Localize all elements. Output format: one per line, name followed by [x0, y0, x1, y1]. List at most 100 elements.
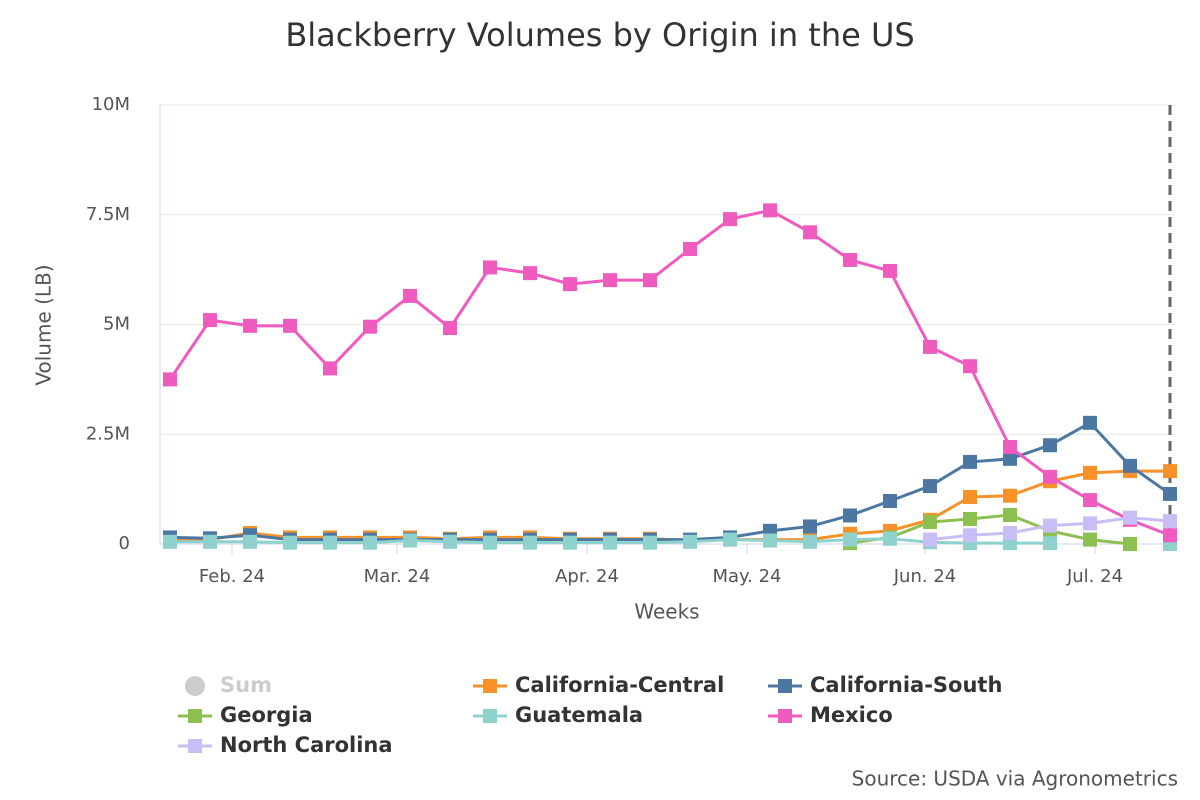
legend-symbol: [185, 676, 205, 696]
x-tick-label: Jun. 24: [893, 566, 956, 587]
point-marker: [963, 454, 977, 469]
point-marker: [163, 372, 177, 387]
point-marker: [1123, 510, 1137, 525]
point-marker: [763, 203, 777, 218]
point-marker: [963, 490, 977, 505]
point-marker: [923, 515, 937, 530]
point-marker: [683, 241, 697, 256]
point-marker: [963, 528, 977, 543]
point-marker: [1083, 415, 1097, 430]
point-marker: [483, 535, 497, 550]
legend-label: Mexico: [810, 703, 893, 727]
point-marker: [923, 339, 937, 354]
point-marker: [1003, 508, 1017, 523]
point-marker: [523, 535, 537, 550]
point-marker: [323, 361, 337, 376]
point-marker: [763, 533, 777, 548]
point-marker: [1083, 532, 1097, 547]
legend-symbol: [188, 709, 202, 723]
point-marker: [363, 535, 377, 550]
y-tick-label: 2.5M: [86, 423, 130, 444]
y-tick-label: 0: [119, 533, 130, 554]
x-tick-label: Jul. 24: [1066, 566, 1123, 587]
point-marker: [1043, 536, 1057, 551]
point-marker: [883, 493, 897, 508]
point-marker: [603, 535, 617, 550]
point-marker: [243, 534, 257, 549]
point-marker: [1163, 486, 1177, 501]
point-marker: [563, 535, 577, 550]
point-marker: [1003, 488, 1017, 503]
point-marker: [1163, 528, 1177, 543]
point-marker: [843, 508, 857, 523]
point-marker: [403, 288, 417, 303]
point-marker: [683, 534, 697, 549]
point-marker: [1043, 518, 1057, 533]
point-marker: [883, 531, 897, 546]
point-marker: [443, 321, 457, 336]
point-marker: [803, 519, 817, 534]
legend-label: Georgia: [220, 703, 313, 727]
point-marker: [843, 532, 857, 547]
point-marker: [603, 273, 617, 288]
point-marker: [163, 534, 177, 549]
point-marker: [643, 273, 657, 288]
point-marker: [843, 252, 857, 267]
x-tick-label: May. 24: [713, 566, 782, 587]
point-marker: [643, 535, 657, 550]
point-marker: [1043, 438, 1057, 453]
point-marker: [243, 318, 257, 333]
point-marker: [403, 533, 417, 548]
legend-symbol: [483, 709, 497, 723]
point-marker: [1083, 465, 1097, 480]
point-marker: [803, 534, 817, 549]
point-marker: [1163, 514, 1177, 529]
point-marker: [483, 260, 497, 275]
legend-symbol: [778, 679, 792, 693]
point-marker: [283, 535, 297, 550]
x-tick-label: Feb. 24: [199, 566, 265, 587]
y-tick-label: 5M: [103, 314, 130, 335]
point-marker: [1083, 516, 1097, 531]
chart-title: Blackberry Volumes by Origin in the US: [285, 16, 914, 54]
point-marker: [1083, 493, 1097, 508]
x-axis-label: Weeks: [634, 600, 699, 624]
legend-label: Guatemala: [515, 703, 643, 727]
source: Source: USDA via Agronometrics: [852, 767, 1178, 791]
point-marker: [883, 263, 897, 278]
point-marker: [1163, 464, 1177, 479]
point-marker: [1043, 469, 1057, 484]
legend-label: North Carolina: [220, 733, 393, 757]
x-tick-label: Mar. 24: [364, 566, 431, 587]
point-marker: [963, 359, 977, 374]
point-marker: [1003, 439, 1017, 454]
point-marker: [923, 532, 937, 547]
point-marker: [1123, 537, 1137, 551]
point-marker: [363, 319, 377, 334]
point-marker: [963, 511, 977, 526]
point-marker: [723, 212, 737, 227]
legend-symbol: [483, 679, 497, 693]
point-marker: [723, 532, 737, 547]
series-line: [168, 208, 1171, 537]
legend-symbol: [778, 709, 792, 723]
point-marker: [523, 266, 537, 281]
point-marker: [923, 479, 937, 494]
series-line: [169, 420, 1171, 542]
point-marker: [203, 313, 217, 328]
legend-symbol: [188, 739, 202, 753]
point-marker: [283, 318, 297, 333]
legend-label: California-Central: [515, 673, 724, 697]
x-tick-label: Apr. 24: [555, 566, 619, 587]
point-marker: [443, 534, 457, 549]
point-marker: [563, 277, 577, 292]
legend-label: Sum: [220, 673, 272, 697]
point-marker: [1123, 458, 1137, 473]
legend-label: California-South: [810, 673, 1002, 697]
point-marker: [1003, 526, 1017, 541]
y-tick-label: 7.5M: [86, 204, 130, 225]
point-marker: [203, 534, 217, 549]
point-marker: [803, 225, 817, 240]
point-marker: [323, 535, 337, 550]
